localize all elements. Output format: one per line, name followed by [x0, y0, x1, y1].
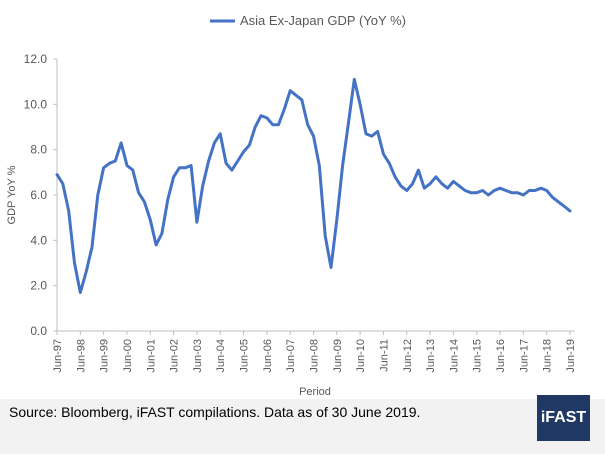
x-axis-label: Period — [299, 386, 331, 398]
x-tick-label: Jun-16 — [495, 339, 507, 373]
x-tick-label: Jun-11 — [378, 339, 390, 372]
y-tick-label: 2.0 — [30, 279, 47, 293]
source-note: Source: Bloomberg, iFAST compilations. D… — [9, 404, 420, 420]
x-tick-label: Jun-10 — [355, 339, 367, 373]
series-layer — [57, 79, 570, 292]
x-tick-label: Jun-08 — [309, 339, 321, 373]
y-tick-label: 0.0 — [30, 324, 47, 338]
legend-label: Asia Ex-Japan GDP (YoY %) — [240, 13, 406, 28]
x-tick-label: Jun-05 — [239, 339, 251, 373]
x-tick-label: Jun-99 — [99, 339, 111, 373]
legend: Asia Ex-Japan GDP (YoY %) — [210, 13, 406, 28]
x-tick-label: Jun-13 — [425, 339, 437, 373]
y-tick-label: 8.0 — [30, 143, 47, 157]
x-tick-label: Jun-03 — [192, 339, 204, 373]
x-tick-label: Jun-19 — [565, 339, 577, 373]
y-tick-label: 6.0 — [30, 188, 47, 202]
x-tick-label: Jun-02 — [169, 339, 181, 373]
x-tick-label: Jun-00 — [122, 339, 134, 373]
x-tick-label: Jun-12 — [402, 339, 414, 373]
x-tick-label: Jun-98 — [75, 339, 87, 373]
x-tick-label: Jun-01 — [145, 339, 157, 373]
x-tick-label: Jun-14 — [448, 339, 460, 373]
x-tick-label: Jun-17 — [518, 339, 530, 373]
x-tick-label: Jun-06 — [262, 339, 274, 373]
y-axis-label: GDP YoY % — [6, 165, 18, 224]
x-tick-label: Jun-07 — [285, 339, 297, 373]
x-tick-label: Jun-09 — [332, 339, 344, 373]
y-tick-label: 12.0 — [24, 52, 48, 66]
y-axis: 0.0 2.0 4.0 6.0 8.0 10.0 12.0 — [24, 52, 57, 338]
y-tick-label: 10.0 — [24, 97, 48, 111]
x-tick-label: Jun-97 — [52, 339, 64, 373]
y-tick-label: 4.0 — [30, 233, 47, 247]
ifast-logo: iFAST — [537, 395, 590, 441]
x-tick-label: Jun-04 — [215, 339, 227, 373]
x-tick-label: Jun-18 — [542, 339, 554, 373]
x-axis: Jun-97 Jun-98 Jun-99 Jun-00 Jun-01 Jun-02 Jun-… — [52, 331, 577, 373]
x-tick-label: Jun-15 — [472, 339, 484, 373]
series-line-asia-ex-japan-gdp — [57, 79, 570, 292]
